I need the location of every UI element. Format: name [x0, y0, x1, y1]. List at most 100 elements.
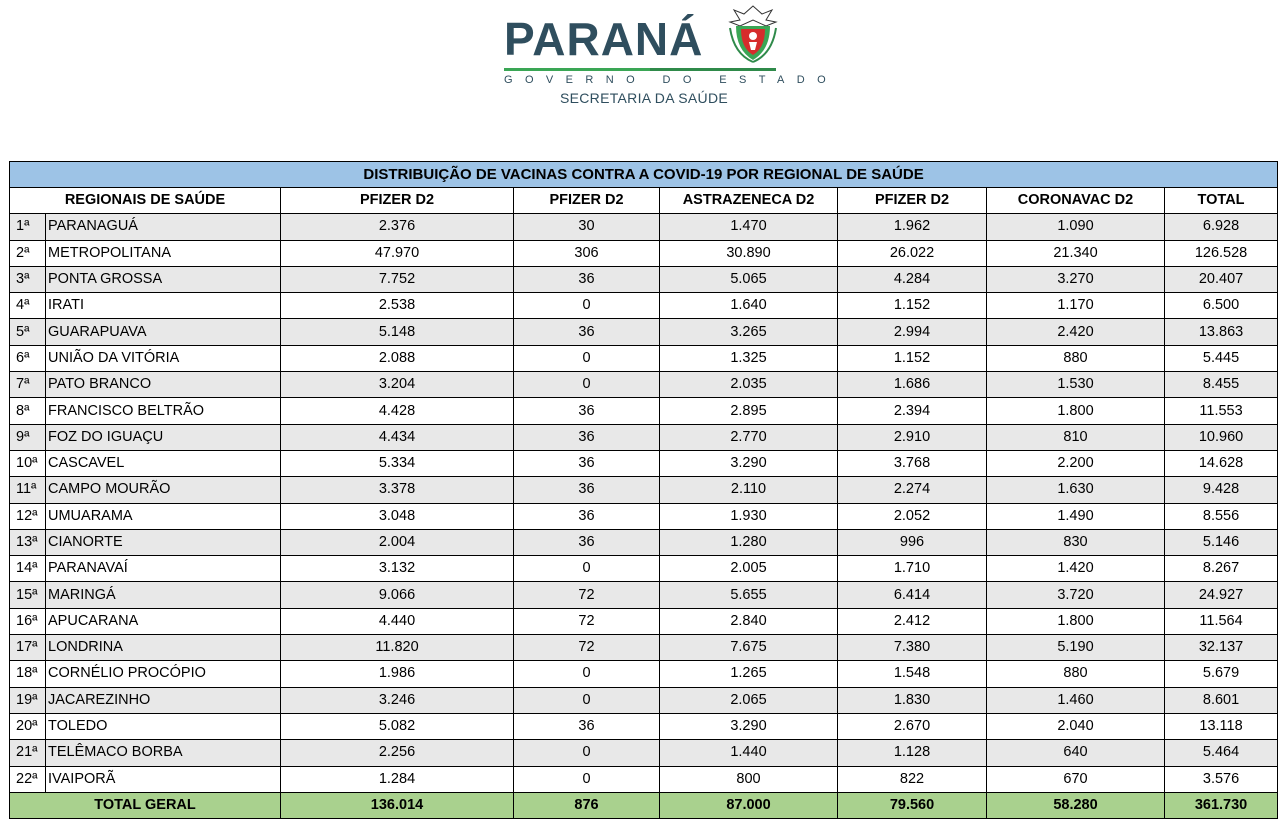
column-header-total: TOTAL: [1163, 186, 1279, 215]
table-cell: 6.500: [1163, 292, 1279, 320]
table-cell: 32.137: [1163, 634, 1279, 662]
table-cell: 1.460: [986, 686, 1165, 714]
table-cell: 2.420: [986, 318, 1165, 346]
table-cell: 3.246: [280, 686, 514, 714]
table-cell: 880: [986, 344, 1165, 373]
table-cell: 2.840: [659, 607, 838, 636]
table-cell: 8.556: [1163, 502, 1279, 530]
table-cell: 3.720: [986, 581, 1165, 609]
table-cell: 0: [513, 739, 660, 767]
total-cell: 87.000: [659, 791, 838, 820]
table-cell: 6.928: [1163, 213, 1279, 241]
table-cell: 1.280: [659, 528, 838, 557]
table-cell: 670: [986, 765, 1165, 793]
table-cell: 1.490: [986, 502, 1165, 530]
total-cell: 361.730: [1163, 791, 1279, 820]
table-row: 2ª METROPOLITANA 47.970 306 30.890 26.022 21.3…: [9, 239, 1279, 267]
table-cell: 10.960: [1163, 423, 1279, 451]
table-cell: 1.170: [986, 292, 1165, 320]
table-cell: 1.530: [986, 371, 1165, 399]
table-cell: 8.267: [1163, 555, 1279, 583]
table-row: 4ª IRATI 2.538 0 1.640 1.152 1.170 6.500: [9, 292, 1279, 320]
table-cell: 5.065: [659, 265, 838, 294]
table-cell: 36: [513, 502, 660, 530]
table-cell: 2.670: [837, 712, 987, 741]
table-cell: 1.265: [659, 660, 838, 688]
table-cell: 9.066: [280, 581, 514, 609]
table-cell: 5.334: [280, 449, 514, 478]
table-cell: 3.204: [280, 371, 514, 399]
table-row: 18ª CORNÉLIO PROCÓPIO 1.986 0 1.265 1.548 880 5…: [9, 660, 1279, 688]
logo-department: SECRETARIA DA SAÚDE: [559, 90, 729, 106]
table-cell: 2.065: [659, 686, 838, 714]
table-row: 16ª APUCARANA 4.440 72 2.840 2.412 1.800 11.564: [9, 607, 1279, 636]
table-cell: 2.200: [986, 449, 1165, 478]
table-cell: 1.420: [986, 555, 1165, 583]
table-cell: 800: [659, 765, 838, 793]
regional-number: 13ª: [9, 528, 46, 557]
regional-number: 5ª: [9, 318, 46, 346]
table-cell: 2.895: [659, 397, 838, 425]
regional-number: 19ª: [9, 686, 46, 714]
logo-divider: [504, 68, 776, 71]
table-cell: 2.538: [280, 292, 514, 320]
table-row: 15ª MARINGÁ 9.066 72 5.655 6.414 3.720 24.927: [9, 581, 1279, 609]
table-cell: 47.970: [280, 239, 514, 267]
table-cell: 36: [513, 318, 660, 346]
regional-name: CORNÉLIO PROCÓPIO: [45, 660, 281, 688]
regional-name: PATO BRANCO: [45, 371, 281, 399]
table-cell: 20.407: [1163, 265, 1279, 294]
table-cell: 0: [513, 765, 660, 793]
parana-coat-of-arms-icon: [728, 5, 778, 63]
table-cell: 2.088: [280, 344, 514, 373]
table-row: 3ª PONTA GROSSA 7.752 36 5.065 4.284 3.270 20.4…: [9, 265, 1279, 294]
regional-number: 12ª: [9, 502, 46, 530]
table-cell: 1.128: [837, 739, 987, 767]
table-cell: 72: [513, 607, 660, 636]
table-cell: 2.005: [659, 555, 838, 583]
logo-divider-accent: [650, 68, 776, 71]
table-cell: 7.675: [659, 634, 838, 662]
table-cell: 1.640: [659, 292, 838, 320]
table-cell: 72: [513, 634, 660, 662]
regional-number: 22ª: [9, 765, 46, 793]
table-cell: 6.414: [837, 581, 987, 609]
table-cell: 36: [513, 712, 660, 741]
parana-logo: PARANÁ GOVERNO DO ESTADO SECRETARIA DA S…: [500, 4, 839, 108]
table-cell: 3.132: [280, 555, 514, 583]
table-row: 5ª GUARAPUAVA 5.148 36 3.265 2.994 2.420 13.863: [9, 318, 1279, 346]
table-cell: 9.428: [1163, 476, 1279, 504]
column-header-pfizer-d2: PFIZER D2: [837, 186, 987, 215]
table-cell: 5.146: [1163, 528, 1279, 557]
regional-name: APUCARANA: [45, 607, 281, 636]
table-cell: 36: [513, 449, 660, 478]
table-cell: 4.440: [280, 607, 514, 636]
regional-name: CASCAVEL: [45, 449, 281, 478]
table-cell: 3.290: [659, 449, 838, 478]
table-cell: 1.152: [837, 344, 987, 373]
regional-name: IRATI: [45, 292, 281, 320]
regional-number: 9ª: [9, 423, 46, 451]
total-label: TOTAL GERAL: [9, 791, 281, 820]
table-cell: 13.118: [1163, 712, 1279, 741]
logo-subtitle: GOVERNO DO ESTADO: [504, 74, 839, 86]
table-cell: 11.553: [1163, 397, 1279, 425]
table-cell: 36: [513, 397, 660, 425]
table-cell: 3.048: [280, 502, 514, 530]
table-title: DISTRIBUIÇÃO DE VACINAS CONTRA A COVID-1…: [8, 161, 1279, 188]
table-cell: 2.910: [837, 423, 987, 451]
table-cell: 36: [513, 265, 660, 294]
table-row: 10ª CASCAVEL 5.334 36 3.290 3.768 2.200 14.628: [9, 449, 1279, 478]
vaccine-distribution-table: DISTRIBUIÇÃO DE VACINAS CONTRA A COVID-1…: [8, 161, 1279, 820]
table-cell: 2.394: [837, 397, 987, 425]
table-cell: 1.548: [837, 660, 987, 688]
regional-name: UMUARAMA: [45, 502, 281, 530]
table-cell: 30: [513, 213, 660, 241]
table-row: 11ª CAMPO MOURÃO 3.378 36 2.110 2.274 1.630 9.4…: [9, 476, 1279, 504]
regional-number: 6ª: [9, 344, 46, 373]
total-cell: 79.560: [837, 791, 987, 820]
table-cell: 1.470: [659, 213, 838, 241]
table-cell: 30.890: [659, 239, 838, 267]
column-header-regionais: REGIONAIS DE SAÚDE: [9, 186, 281, 215]
regional-name: FRANCISCO BELTRÃO: [45, 397, 281, 425]
